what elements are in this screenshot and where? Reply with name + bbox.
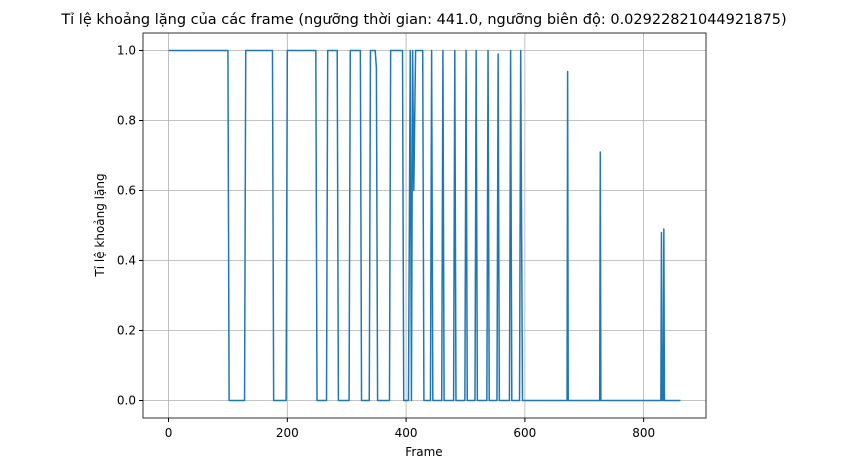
y-tick-label: 0.4 bbox=[117, 254, 136, 268]
x-axis-label: Frame bbox=[405, 445, 442, 459]
x-tick-label: 200 bbox=[276, 426, 299, 440]
y-tick-label: 0.2 bbox=[117, 324, 136, 338]
y-axis-label: Tỉ lệ khoảng lặng bbox=[93, 173, 107, 277]
x-tick-label: 0 bbox=[165, 426, 173, 440]
x-tick-label: 800 bbox=[632, 426, 655, 440]
y-tick-label: 0.8 bbox=[117, 114, 136, 128]
y-tick-label: 1.0 bbox=[117, 44, 136, 58]
y-tick-label: 0.6 bbox=[117, 184, 136, 198]
x-tick-label: 600 bbox=[513, 426, 536, 440]
y-tick-label: 0.0 bbox=[117, 394, 136, 408]
data-line bbox=[168, 49, 681, 402]
chart-title: Tỉ lệ khoảng lặng của các frame (ngưỡng … bbox=[60, 12, 786, 28]
x-tick-label: 400 bbox=[395, 426, 418, 440]
plot-frame bbox=[142, 32, 707, 419]
